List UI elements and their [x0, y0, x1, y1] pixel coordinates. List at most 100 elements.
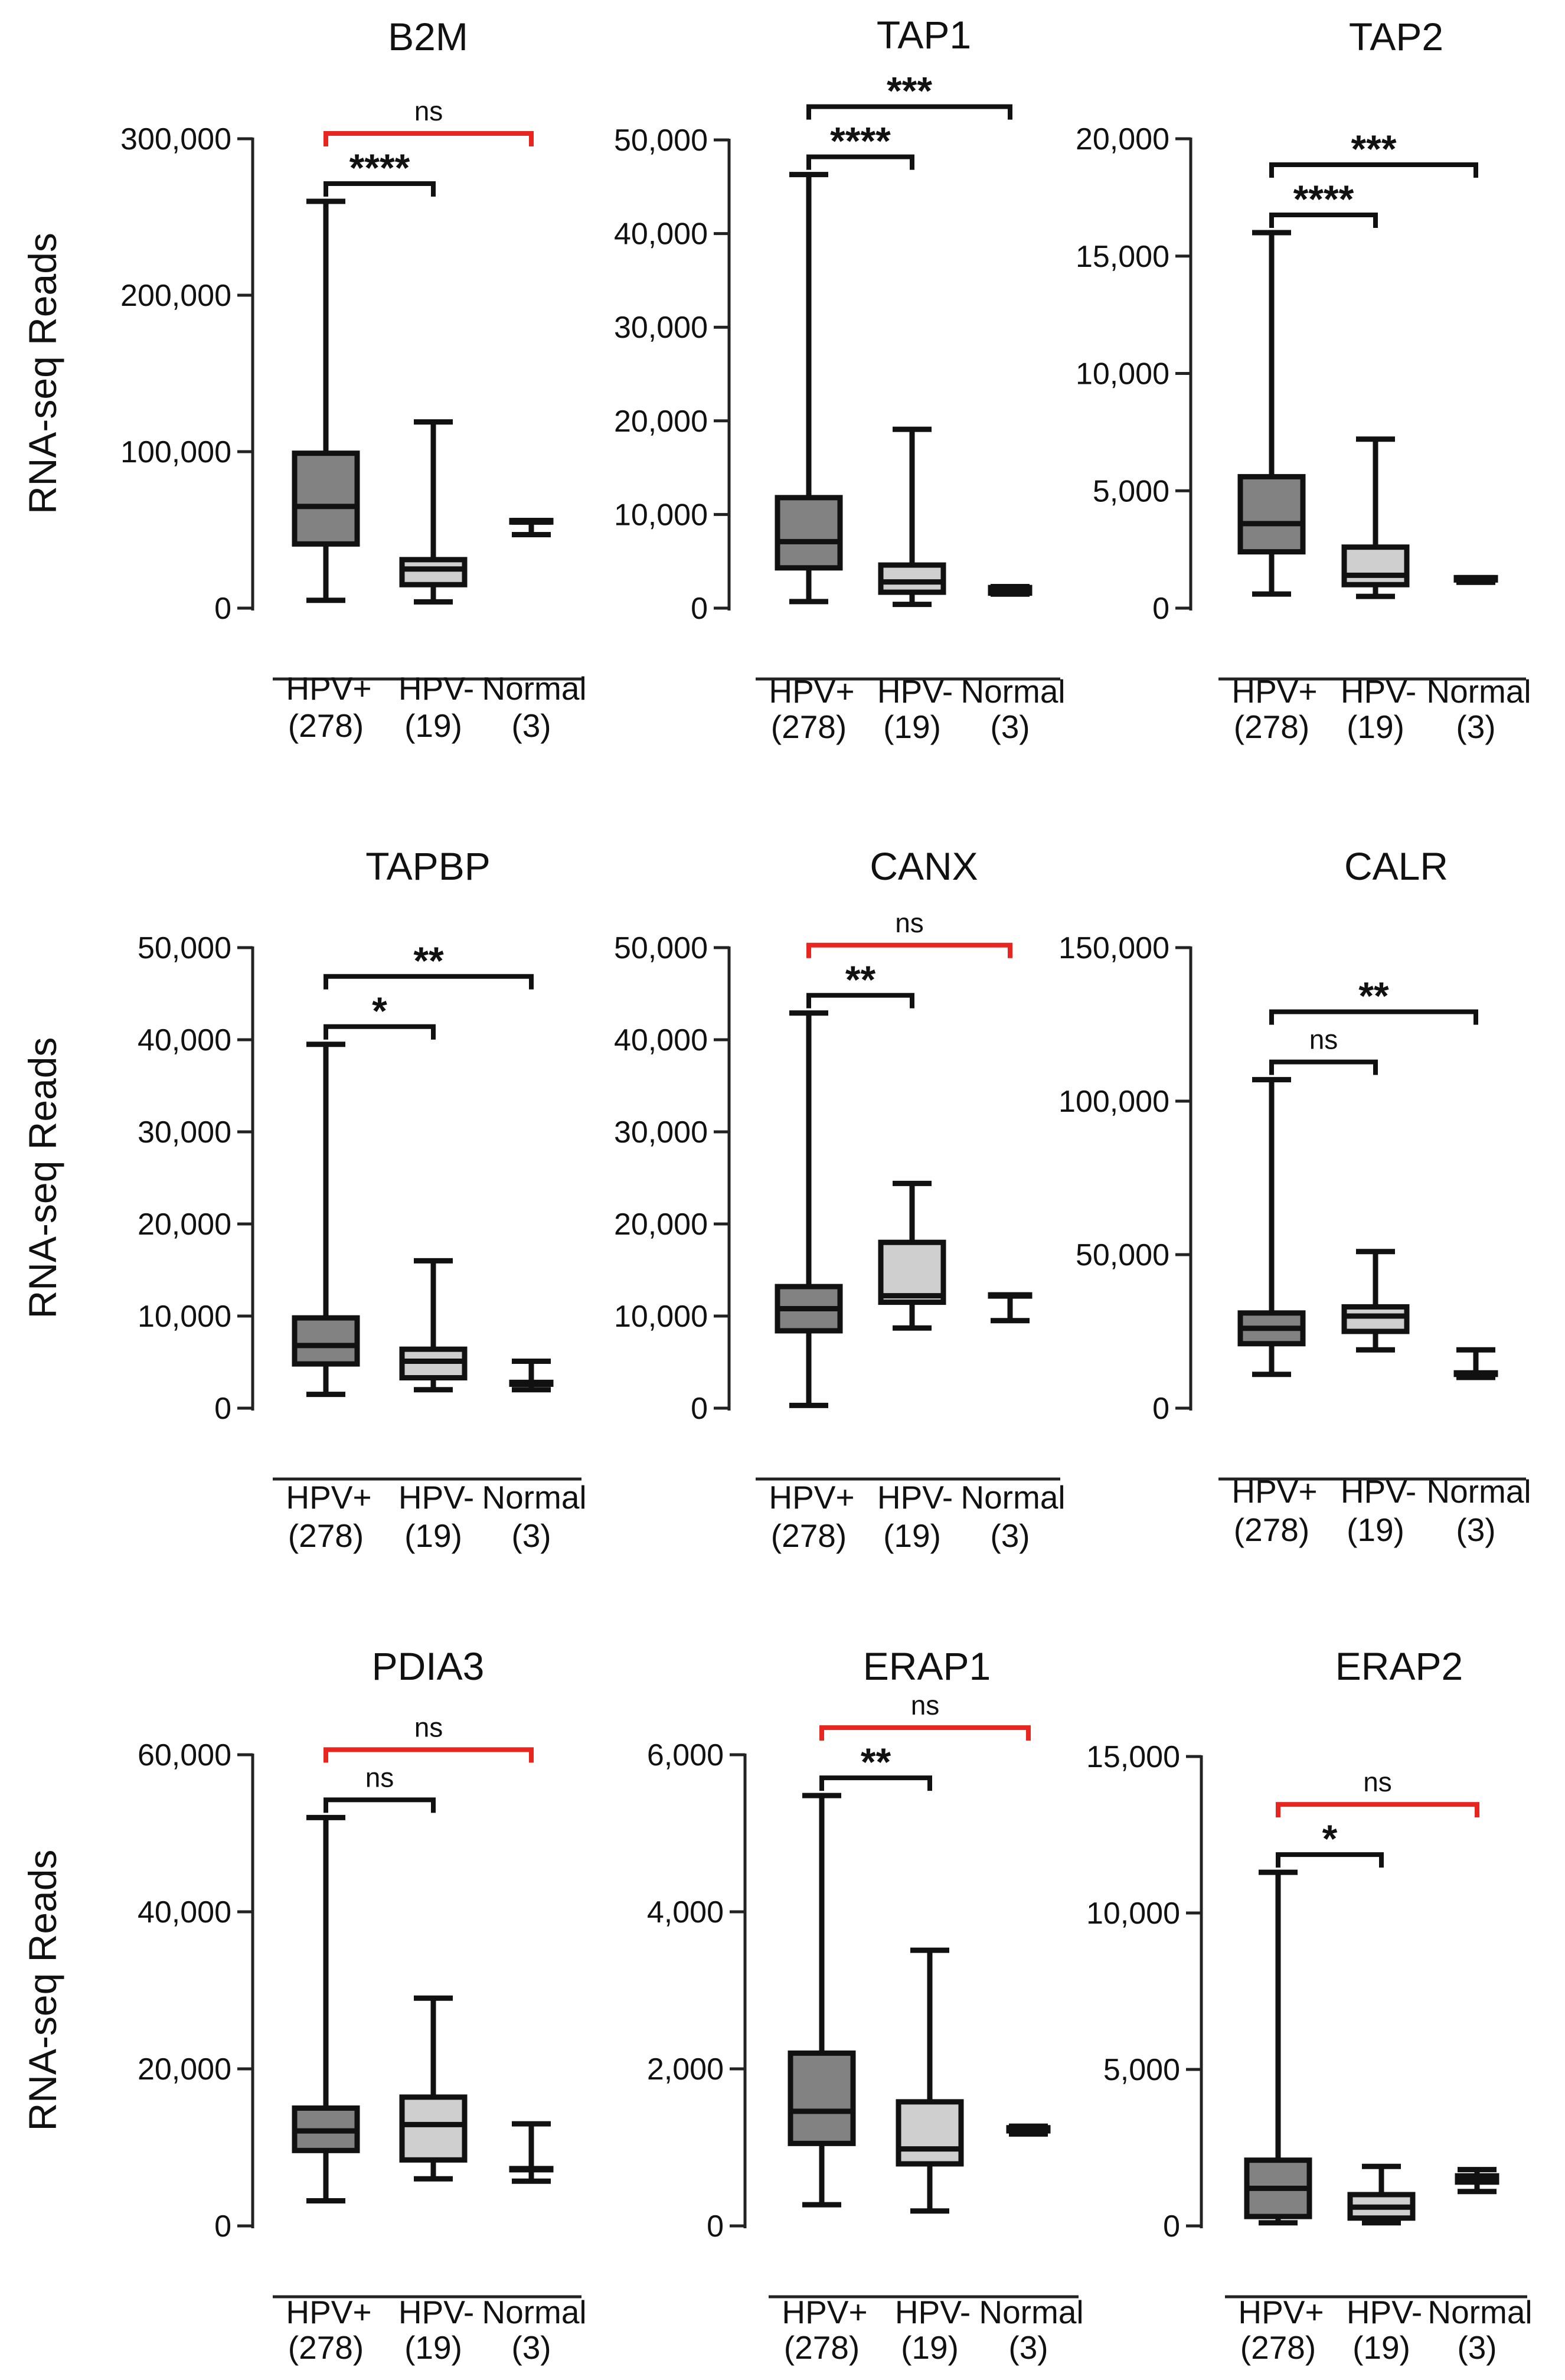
significance-bracket: ** — [324, 939, 534, 990]
panel-title: PDIA3 — [372, 1644, 485, 1688]
category-label: HPV+ — [286, 1479, 371, 1516]
bracket-line — [819, 1775, 932, 1791]
y-tick-label: 10,000 — [1076, 357, 1169, 391]
sample-size-label: (278) — [1234, 1511, 1309, 1548]
box-hpvneg — [1341, 436, 1410, 599]
iqr-box — [292, 1315, 360, 1367]
box-hpvpos — [775, 1010, 843, 1408]
box-hpvneg — [399, 1258, 468, 1393]
significance-label: ** — [861, 1740, 891, 1784]
sample-size-label: (3) — [1456, 709, 1495, 745]
significance-label: ns — [414, 1712, 443, 1742]
box-hpvneg — [1341, 1249, 1410, 1353]
sample-size-label: (278) — [288, 2329, 364, 2366]
y-tick-label: 10,000 — [614, 498, 708, 532]
panel-erap2: ERAP2 0 5,000 10,000 15,000 HPV+(278) HPV-(19)… — [1086, 1644, 1533, 2366]
bracket-line — [1269, 1059, 1378, 1075]
y-axis-label: RNA-seq Reads — [21, 1037, 64, 1319]
y-tick-label: 20,000 — [614, 404, 708, 439]
box-hpvneg — [896, 1947, 964, 2214]
sample-size-label: (278) — [771, 1517, 847, 1554]
significance-bracket: ns — [324, 96, 534, 146]
iqr-box — [292, 450, 360, 547]
category-label: Normal — [1426, 673, 1531, 710]
panel-title: TAPBP — [365, 844, 491, 888]
category-label: HPV- — [398, 670, 474, 707]
box-hpvpos — [1237, 1077, 1306, 1377]
y-tick-label: 5,000 — [1103, 2053, 1180, 2087]
y-tick-label: 20,000 — [138, 1207, 231, 1242]
y-tick-label: 6,000 — [647, 1738, 724, 1772]
bracket-line — [806, 993, 914, 1008]
box-hpvpos — [292, 1042, 360, 1398]
category-label: HPV- — [1341, 1473, 1416, 1510]
box-normal — [988, 584, 1033, 597]
bracket-line — [324, 1024, 436, 1040]
iqr-box — [896, 2099, 964, 2167]
y-tick-label: 10,000 — [138, 1300, 231, 1334]
panel-title: CANX — [870, 844, 978, 888]
box-normal — [988, 1292, 1033, 1324]
category-label: HPV- — [877, 673, 953, 710]
box-hpvneg — [878, 426, 946, 608]
category-label: Normal — [482, 1479, 586, 1516]
sample-size-label: (19) — [901, 2329, 959, 2366]
box-normal — [509, 518, 554, 537]
box-hpvneg — [399, 1995, 468, 2182]
y-tick-label: 4,000 — [647, 1895, 724, 1930]
sample-size-label: (19) — [1347, 1511, 1404, 1548]
sample-size-label: (278) — [1234, 709, 1309, 745]
panel-title: TAP1 — [877, 13, 971, 57]
panel-calr: CALR 0 50,000 100,000 150,000 HPV+(278) HPV-(1… — [1058, 844, 1531, 1548]
y-tick-label: 50,000 — [614, 123, 708, 158]
bracket-line — [324, 974, 534, 990]
significance-bracket: ns — [806, 907, 1012, 958]
sample-size-label: (278) — [288, 1517, 364, 1554]
significance-label: ns — [414, 96, 443, 126]
bracket-line — [806, 154, 914, 170]
significance-bracket: ** — [806, 958, 914, 1008]
significance-label: ns — [1309, 1024, 1338, 1055]
category-label: Normal — [482, 670, 586, 707]
significance-bracket: ns — [819, 1690, 1031, 1741]
y-tick-label: 50,000 — [1076, 1238, 1169, 1272]
bracket-line — [1269, 213, 1378, 228]
significance-label: * — [372, 989, 387, 1033]
significance-bracket: *** — [1269, 127, 1478, 178]
box-hpvpos — [788, 1793, 856, 2208]
category-label: HPV- — [1347, 2294, 1422, 2330]
category-label: HPV+ — [769, 673, 854, 710]
y-tick-label: 0 — [707, 2209, 724, 2244]
significance-label: ** — [845, 958, 876, 1001]
sample-size-label: (278) — [771, 709, 847, 745]
box-normal — [509, 2121, 554, 2184]
significance-bracket: * — [324, 989, 436, 1040]
y-tick-label: 5,000 — [1093, 474, 1169, 508]
y-tick-label: 0 — [691, 1392, 708, 1426]
sample-size-label: (3) — [990, 1517, 1030, 1554]
y-tick-label: 0 — [1152, 592, 1169, 626]
box-hpvneg — [878, 1180, 946, 1331]
y-tick-label: 0 — [1152, 1392, 1169, 1426]
significance-label: ns — [895, 907, 924, 938]
category-label: Normal — [1426, 1473, 1531, 1510]
sample-size-label: (3) — [511, 1517, 551, 1554]
y-tick-label: 40,000 — [614, 217, 708, 252]
bracket-line — [819, 1725, 1031, 1741]
panel-title: TAP2 — [1349, 15, 1443, 58]
box-normal — [1453, 574, 1498, 585]
panel-pdia3: PDIA3 0 20,000 40,000 60,000 RNA-seq Reads HPV… — [21, 1644, 587, 2366]
iqr-box — [878, 1239, 946, 1305]
category-label: HPV+ — [782, 2294, 867, 2330]
sample-size-label: (3) — [511, 2329, 551, 2366]
bracket-line — [324, 181, 436, 197]
y-tick-label: 50,000 — [138, 931, 231, 965]
category-label: HPV+ — [1231, 1473, 1317, 1510]
bracket-line — [1269, 1009, 1478, 1025]
y-tick-label: 40,000 — [138, 1895, 231, 1930]
y-tick-label: 2,000 — [647, 2052, 724, 2087]
category-label: Normal — [960, 673, 1065, 710]
y-tick-label: 0 — [214, 592, 231, 626]
panel-title: B2M — [388, 15, 468, 58]
